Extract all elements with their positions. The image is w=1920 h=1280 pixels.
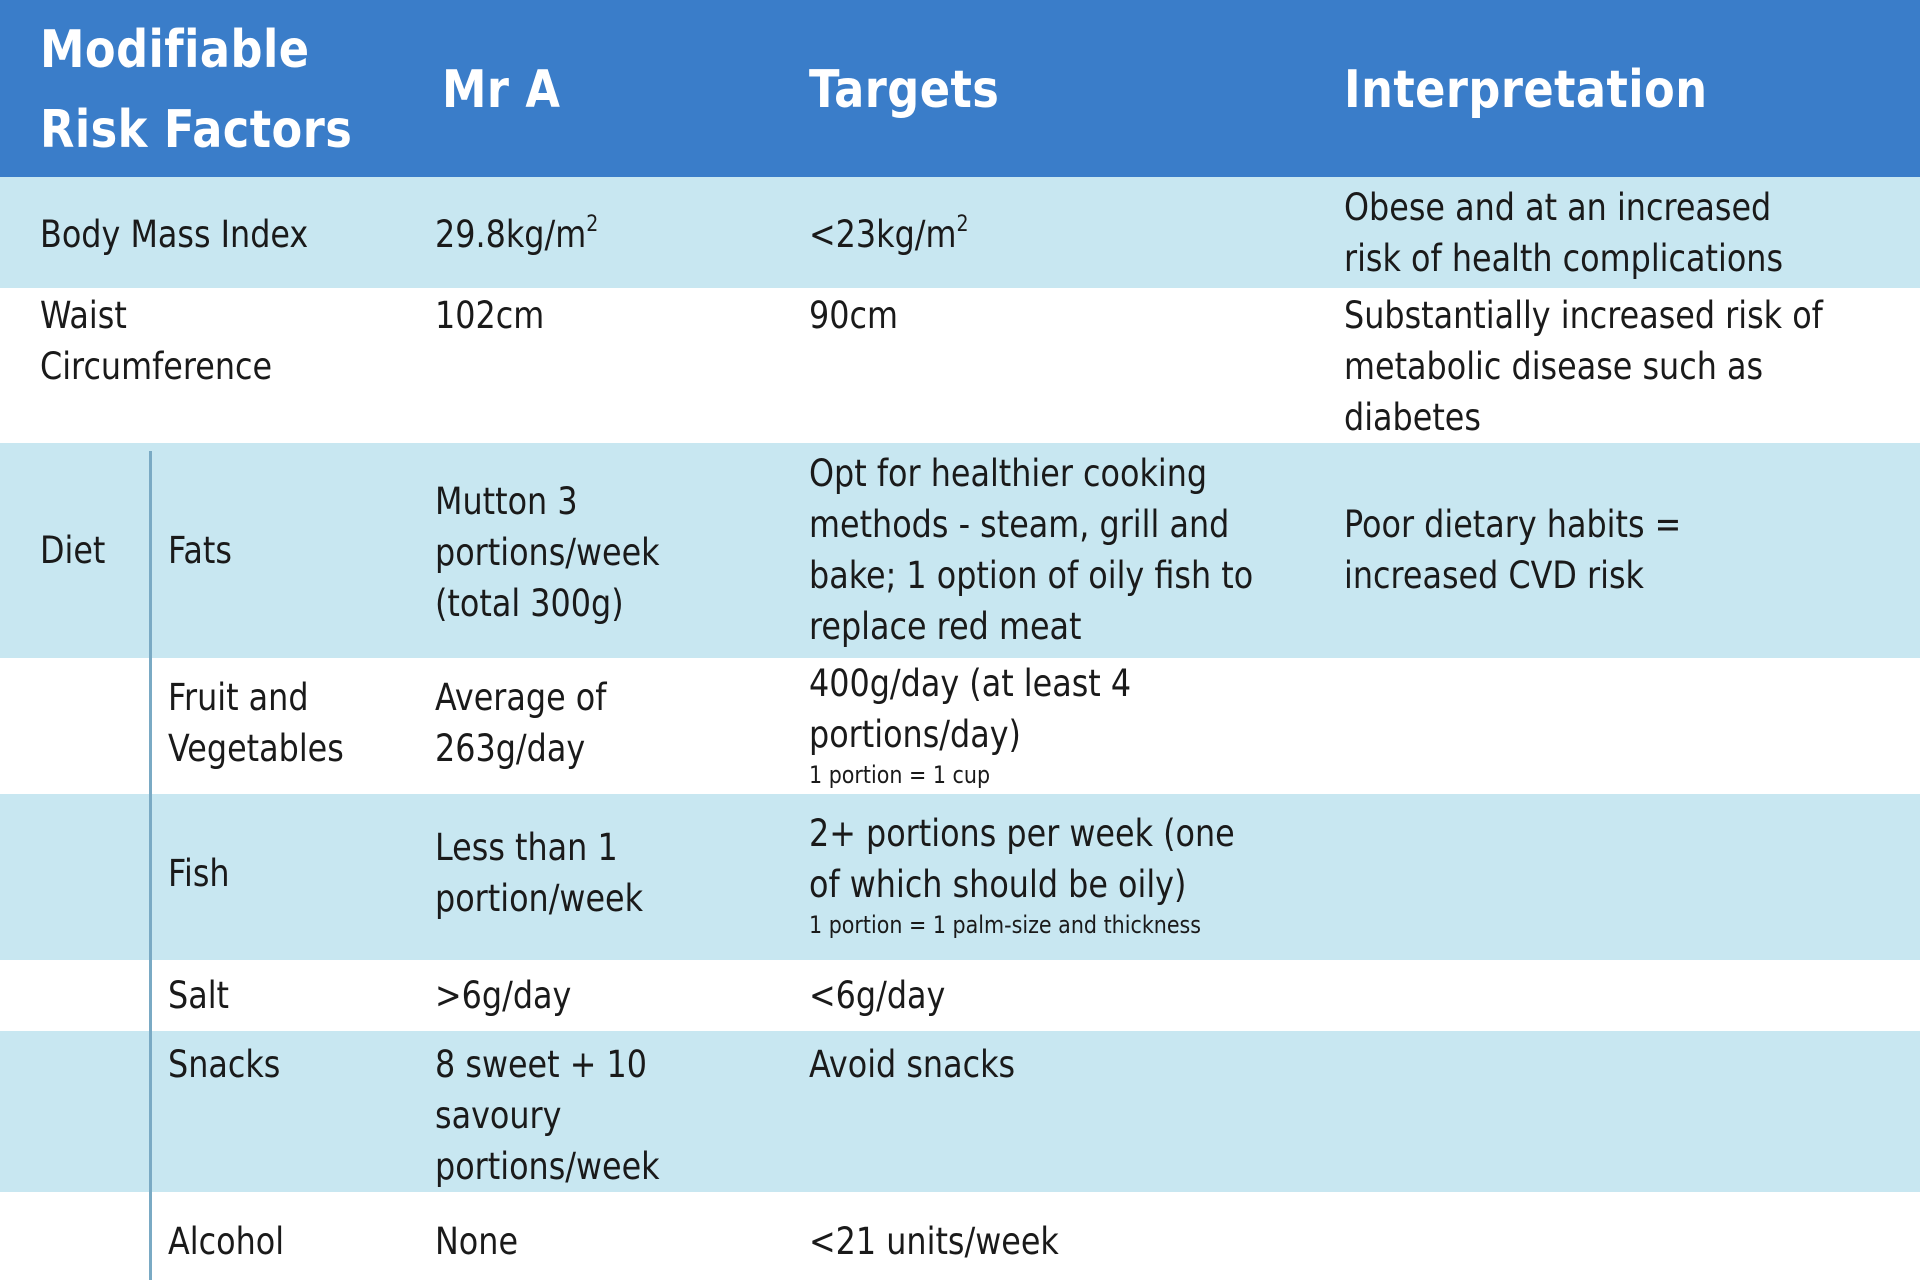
- target-fats-line4: replace red meat: [809, 605, 1082, 648]
- header-mr-a: Mr A: [442, 60, 561, 120]
- interp-diet-line1: Poor dietary habits =: [1344, 503, 1682, 546]
- interp-bmi-line2: risk of health complications: [1344, 237, 1784, 280]
- target-fats: Opt for healthier cooking methods - stea…: [809, 448, 1253, 652]
- factor-fish: Fish: [168, 852, 230, 895]
- table-row-fats: Diet Fats Mutton 3 portions/week (total …: [0, 443, 1920, 658]
- interp-waist-line1: Substantially increased risk of: [1344, 294, 1823, 337]
- header-col1-line2: Risk Factors: [40, 100, 353, 160]
- target-bmi: <23kg/m2: [809, 209, 969, 260]
- target-bmi-value: <23kg/m: [809, 213, 957, 256]
- factor-alcohol: Alcohol: [168, 1220, 285, 1263]
- mr-a-waist: 102cm: [435, 294, 545, 337]
- target-alcohol: <21 units/week: [809, 1220, 1059, 1263]
- factor-fruit-veg: Fruit and Vegetables: [168, 672, 344, 774]
- mr-a-fats: Mutton 3 portions/week (total 300g): [435, 476, 660, 629]
- table-row-snacks: Snacks 8 sweet + 10 savoury portions/wee…: [0, 1031, 1920, 1192]
- factor-snacks: Snacks: [168, 1043, 281, 1086]
- target-fish-line1: 2+ portions per week (one: [809, 812, 1235, 855]
- interp-waist-line3: diabetes: [1344, 396, 1481, 439]
- interp-bmi: Obese and at an increased risk of health…: [1344, 182, 1783, 284]
- mr-a-snacks: 8 sweet + 10 savoury portions/week: [435, 1039, 660, 1192]
- diet-group-label: Diet: [40, 529, 106, 572]
- header-col1-line1: Modifiable: [40, 20, 310, 80]
- mr-a-snacks-line3: portions/week: [435, 1145, 660, 1188]
- mr-a-snacks-line1: 8 sweet + 10: [435, 1043, 647, 1086]
- target-fats-line3: bake; 1 option of oily fish to: [809, 554, 1254, 597]
- mr-a-fats-line3: (total 300g): [435, 582, 624, 625]
- mr-a-bmi: 29.8kg/m2: [435, 209, 598, 260]
- factor-waist-line1: Waist: [40, 294, 127, 337]
- target-fish-line2: of which should be oily): [809, 863, 1187, 906]
- factor-waist: Waist Circumference: [40, 290, 272, 392]
- mr-a-bmi-sup: 2: [586, 212, 599, 237]
- target-fruit-veg-note: 1 portion = 1 cup: [809, 761, 991, 789]
- target-fruit-veg-line1: 400g/day (at least 4: [809, 662, 1132, 705]
- target-snacks: Avoid snacks: [809, 1043, 1016, 1086]
- mr-a-fats-line2: portions/week: [435, 531, 660, 574]
- mr-a-fruit-veg-line2: 263g/day: [435, 727, 586, 770]
- header-modifiable-risk-factors: Modifiable Risk Factors: [40, 10, 352, 170]
- table-row-fish: Fish Less than 1 portion/week 2+ portion…: [0, 794, 1920, 960]
- table-row-waist: Waist Circumference 102cm 90cm Substanti…: [0, 288, 1920, 443]
- mr-a-snacks-line2: savoury: [435, 1094, 562, 1137]
- table-row-salt: Salt >6g/day <6g/day: [0, 960, 1920, 1031]
- header-interpretation: Interpretation: [1344, 60, 1708, 120]
- target-fish: 2+ portions per week (one of which shoul…: [809, 808, 1235, 940]
- interp-diet-line2: increased CVD risk: [1344, 554, 1644, 597]
- interp-diet: Poor dietary habits = increased CVD risk: [1344, 499, 1681, 601]
- factor-fats: Fats: [168, 529, 232, 572]
- mr-a-fish-line1: Less than 1: [435, 826, 618, 869]
- table-row-alcohol: Alcohol None <21 units/week: [0, 1192, 1920, 1280]
- table-row-fruit-veg: Fruit and Vegetables Average of 263g/day…: [0, 658, 1920, 794]
- target-salt: <6g/day: [809, 974, 946, 1017]
- factor-fruit-veg-line1: Fruit and: [168, 676, 309, 719]
- header-targets: Targets: [809, 60, 1000, 120]
- target-waist: 90cm: [809, 294, 898, 337]
- interp-waist: Substantially increased risk of metaboli…: [1344, 290, 1823, 443]
- target-fruit-veg: 400g/day (at least 4 portions/day) 1 por…: [809, 658, 1131, 790]
- mr-a-alcohol: None: [435, 1220, 519, 1263]
- mr-a-fish-line2: portion/week: [435, 877, 644, 920]
- mr-a-fruit-veg: Average of 263g/day: [435, 672, 606, 774]
- target-fats-line2: methods - steam, grill and: [809, 503, 1230, 546]
- interp-waist-line2: metabolic disease such as: [1344, 345, 1764, 388]
- mr-a-bmi-value: 29.8kg/m: [435, 213, 587, 256]
- mr-a-fats-line1: Mutton 3: [435, 480, 578, 523]
- target-bmi-sup: 2: [956, 212, 969, 237]
- target-fruit-veg-line2: portions/day): [809, 713, 1021, 756]
- factor-salt: Salt: [168, 974, 230, 1017]
- mr-a-salt: >6g/day: [435, 974, 572, 1017]
- factor-bmi: Body Mass Index: [40, 213, 309, 256]
- mr-a-fish: Less than 1 portion/week: [435, 822, 643, 924]
- table-header: Modifiable Risk Factors Mr A Targets Int…: [0, 0, 1920, 177]
- factor-waist-line2: Circumference: [40, 345, 273, 388]
- factor-fruit-veg-line2: Vegetables: [168, 727, 344, 770]
- interp-bmi-line1: Obese and at an increased: [1344, 186, 1772, 229]
- target-fish-note: 1 portion = 1 palm-size and thickness: [809, 911, 1202, 939]
- table-row-bmi: Body Mass Index 29.8kg/m2 <23kg/m2 Obese…: [0, 177, 1920, 288]
- mr-a-fruit-veg-line1: Average of: [435, 676, 607, 719]
- target-fats-line1: Opt for healthier cooking: [809, 452, 1208, 495]
- diet-subgroup-divider: [149, 451, 152, 1280]
